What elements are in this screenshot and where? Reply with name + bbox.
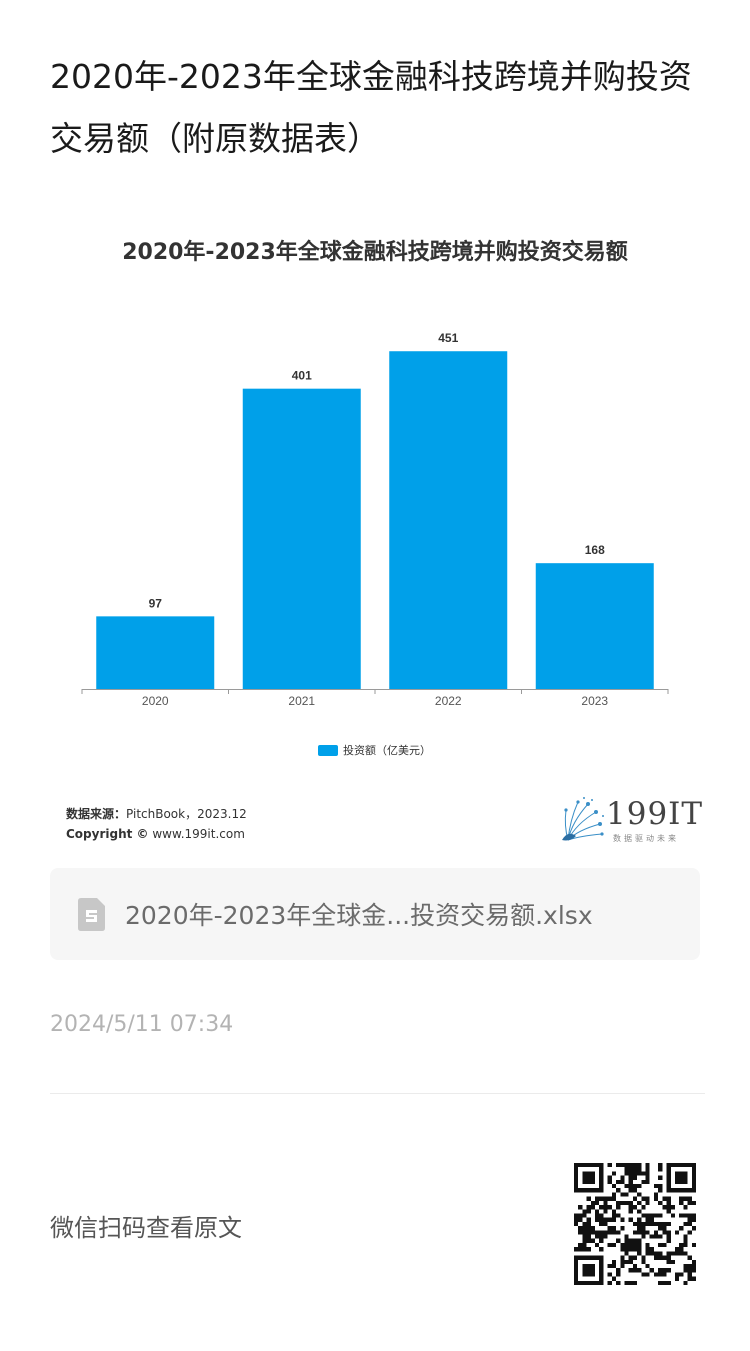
x-tick-label-2021: 2021 xyxy=(288,694,315,708)
copyright-text: www.199it.com xyxy=(148,827,245,841)
bar-2023 xyxy=(535,563,654,689)
bar-2021 xyxy=(242,388,361,689)
copyright-label: Copyright © xyxy=(66,827,149,841)
legend-label: 投资额（亿美元） xyxy=(343,744,431,757)
source-text: PitchBook，2023.12 xyxy=(126,807,247,821)
data-label-2020: 97 xyxy=(149,596,163,610)
data-label-2023: 168 xyxy=(585,543,605,557)
bar-2022 xyxy=(389,351,508,689)
spreadsheet-file-icon xyxy=(78,897,105,931)
qr-label: 微信扫码查看原文 xyxy=(50,1214,242,1242)
brand-logo: 199IT 数据驱动未来 xyxy=(558,796,702,846)
brand-dandelion-icon xyxy=(562,797,604,841)
file-name: 2020年-2023年全球金...投资交易额.xlsx xyxy=(125,901,593,930)
x-tick-label-2023: 2023 xyxy=(581,694,608,708)
bar-2020 xyxy=(96,616,215,689)
brand-slogan: 数据驱动未来 xyxy=(613,834,679,843)
source-label: 数据来源： xyxy=(66,807,127,821)
chart-source: 数据来源：PitchBook，2023.12 Copyright © www.1… xyxy=(66,804,247,844)
brand-name: 199IT xyxy=(606,796,704,832)
data-label-2021: 401 xyxy=(292,369,312,383)
article-title: 2020年-2023年全球金融科技跨境并购投资交易额（附原数据表） xyxy=(50,57,692,158)
file-attachment[interactable]: 2020年-2023年全球金...投资交易额.xlsx xyxy=(50,868,700,960)
publish-timestamp: 2024/5/11 07:34 xyxy=(50,1012,234,1037)
bar-chart: 97 2020 401 2021 451 2022 168 2023 xyxy=(81,331,669,708)
legend-swatch xyxy=(318,744,338,756)
chart-title: 2020年-2023年全球金融科技跨境并购投资交易额 xyxy=(122,240,628,265)
chart-image[interactable]: 2020年-2023年全球金融科技跨境并购投资交易额 97 2020 401 2021… xyxy=(50,220,702,860)
data-label-2022: 451 xyxy=(438,331,458,345)
x-tick-label-2022: 2022 xyxy=(435,694,462,708)
x-tick-label-2020: 2020 xyxy=(142,694,169,708)
chart-legend: 投资额（亿美元） xyxy=(318,742,431,758)
qr-code-icon[interactable] xyxy=(574,1163,696,1285)
divider xyxy=(50,1093,705,1094)
